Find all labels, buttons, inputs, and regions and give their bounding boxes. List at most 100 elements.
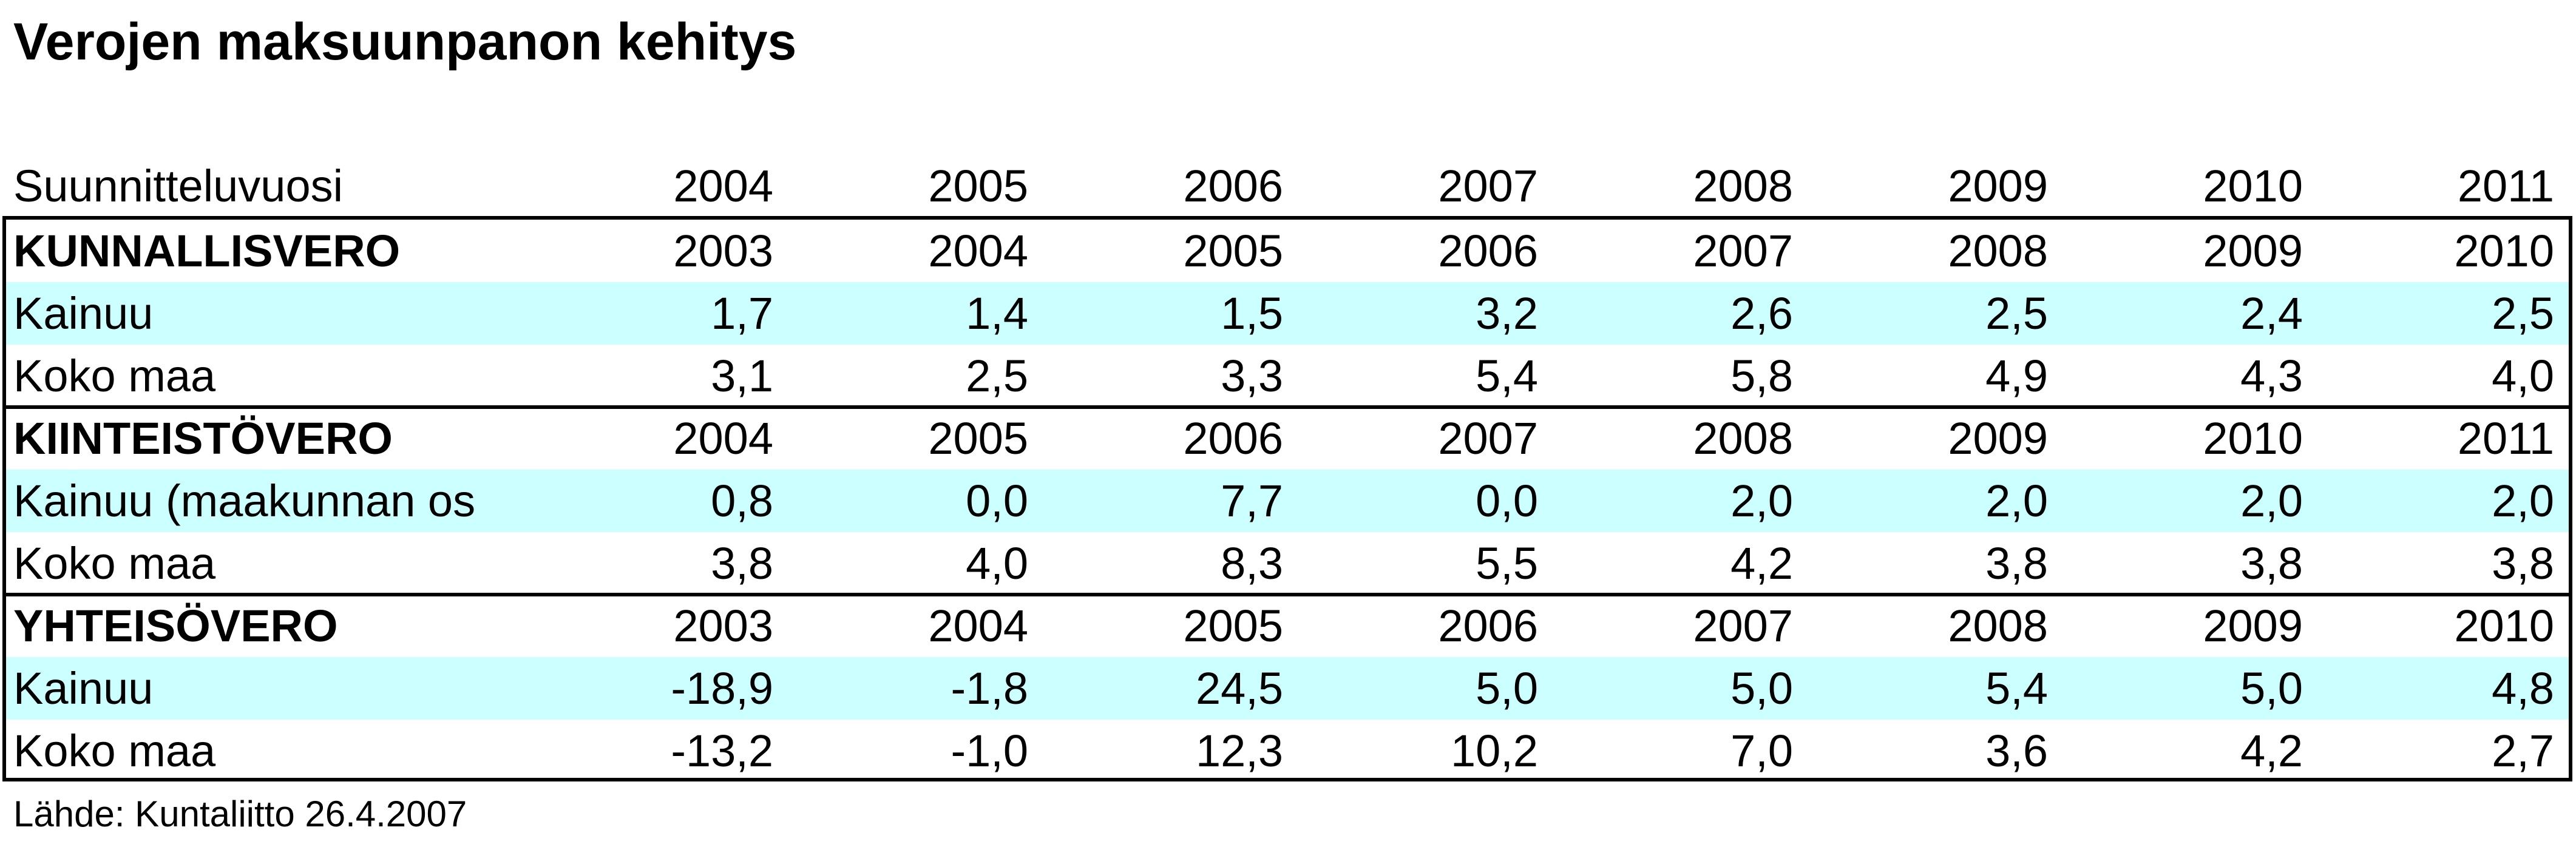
table-cell: 4,2 <box>1730 538 1793 589</box>
table-cell: 10,2 <box>1450 726 1538 776</box>
table-cell: 0,8 <box>711 476 773 526</box>
table-row: Kainuu (maakunnan os 0,8 0,0 7,7 0,0 2,0… <box>2 470 2572 532</box>
table-cell: 1,4 <box>966 288 1028 339</box>
table-cell: 3,3 <box>1221 351 1283 401</box>
table-cell: 5,0 <box>1730 663 1793 714</box>
table-cell: 3,8 <box>1985 538 2048 589</box>
table-cell: 5,8 <box>1730 351 1793 401</box>
section-title: KIINTEISTÖVERO <box>13 413 393 464</box>
row-label: Kainuu (maakunnan os <box>13 476 476 526</box>
header-year: 2006 <box>1183 160 1283 211</box>
section-year: 2007 <box>1693 226 1793 276</box>
table-cell: 2,7 <box>2492 726 2554 776</box>
section-year: 2004 <box>928 226 1028 276</box>
table-cell: 0,0 <box>1476 476 1538 526</box>
table-row: Koko maa 3,8 4,0 8,3 5,5 4,2 3,8 3,8 3,8 <box>2 532 2572 595</box>
row-label: Koko maa <box>13 726 216 776</box>
section-year: 2006 <box>1438 226 1538 276</box>
section-year: 2004 <box>928 601 1028 651</box>
table-cell: -1,8 <box>951 663 1028 714</box>
table-cell: 5,0 <box>2240 663 2303 714</box>
tax-table: KUNNALLISVERO 2003 2004 2005 2006 2007 2… <box>2 216 2572 781</box>
table-cell: 7,7 <box>1221 476 1283 526</box>
section-divider <box>2 405 2572 409</box>
table-cell: -13,2 <box>671 726 773 776</box>
section-divider <box>2 593 2572 596</box>
table-cell: 5,0 <box>1476 663 1538 714</box>
table-cell: 4,0 <box>966 538 1028 589</box>
table-cell: 5,4 <box>1476 351 1538 401</box>
table-cell: 3,2 <box>1476 288 1538 339</box>
header-year: 2004 <box>673 160 773 211</box>
table-cell: 7,0 <box>1730 726 1793 776</box>
table-cell: 2,4 <box>2240 288 2303 339</box>
header-year: 2008 <box>1693 160 1793 211</box>
section-year: 2011 <box>2457 413 2554 464</box>
table-cell: -1,0 <box>951 726 1028 776</box>
table-cell: 2,5 <box>966 351 1028 401</box>
table-cell: 3,8 <box>711 538 773 589</box>
table-row: Koko maa 3,1 2,5 3,3 5,4 5,8 4,9 4,3 4,0 <box>2 345 2572 407</box>
section-header-row: KIINTEISTÖVERO 2004 2005 2006 2007 2008 … <box>2 407 2572 470</box>
page-title: Verojen maksuunpanon kehitys <box>13 13 797 71</box>
section-year: 2007 <box>1693 601 1793 651</box>
table-cell: 0,0 <box>966 476 1028 526</box>
table-cell: 5,5 <box>1476 538 1538 589</box>
table-cell: 2,0 <box>1985 476 2048 526</box>
table-cell: 24,5 <box>1195 663 1283 714</box>
section-year: 2009 <box>1948 413 2048 464</box>
table-cell: 1,5 <box>1221 288 1283 339</box>
row-label: Koko maa <box>13 538 216 589</box>
table-cell: 4,2 <box>2240 726 2303 776</box>
section-year: 2008 <box>1948 601 2048 651</box>
table-row: Kainuu -18,9 -1,8 24,5 5,0 5,0 5,4 5,0 4… <box>2 657 2572 720</box>
table-header-row: Suunnitteluvuosi 2004 2005 2006 2007 200… <box>13 155 2563 216</box>
table-cell: 2,0 <box>1730 476 1793 526</box>
row-label: Kainuu <box>13 288 154 339</box>
header-year: 2005 <box>928 160 1028 211</box>
section-year: 2003 <box>673 601 773 651</box>
table-cell: 3,8 <box>2492 538 2554 589</box>
section-year: 2004 <box>673 413 773 464</box>
section-year: 2008 <box>1693 413 1793 464</box>
table-row: Koko maa -13,2 -1,0 12,3 10,2 7,0 3,6 4,… <box>2 720 2572 782</box>
table-cell: 4,9 <box>1985 351 2048 401</box>
table-cell: 5,4 <box>1985 663 2048 714</box>
section-year: 2010 <box>2203 413 2303 464</box>
section-year: 2009 <box>2203 601 2303 651</box>
header-year: 2007 <box>1438 160 1538 211</box>
table-cell: 2,6 <box>1730 288 1793 339</box>
table-cell: 4,3 <box>2240 351 2303 401</box>
table-cell: 2,0 <box>2240 476 2303 526</box>
table-cell: 2,5 <box>2492 288 2554 339</box>
table-cell: 1,7 <box>711 288 773 339</box>
table-cell: 2,0 <box>2492 476 2554 526</box>
header-label: Suunnitteluvuosi <box>13 160 344 211</box>
section-year: 2008 <box>1948 226 2048 276</box>
table-cell: 3,8 <box>2240 538 2303 589</box>
table-cell: 4,8 <box>2492 663 2554 714</box>
header-year: 2011 <box>2457 160 2554 211</box>
section-header-row: YHTEISÖVERO 2003 2004 2005 2006 2007 200… <box>2 595 2572 657</box>
table-cell: 2,5 <box>1985 288 2048 339</box>
table-cell: 12,3 <box>1195 726 1283 776</box>
row-label: Kainuu <box>13 663 154 714</box>
table-cell: 3,1 <box>711 351 773 401</box>
section-year: 2010 <box>2454 226 2554 276</box>
section-year: 2005 <box>1183 226 1283 276</box>
section-year: 2005 <box>928 413 1028 464</box>
section-year: 2003 <box>673 226 773 276</box>
table-row: Kainuu 1,7 1,4 1,5 3,2 2,6 2,5 2,4 2,5 <box>2 282 2572 345</box>
section-year: 2009 <box>2203 226 2303 276</box>
header-year: 2010 <box>2203 160 2303 211</box>
section-header-row: KUNNALLISVERO 2003 2004 2005 2006 2007 2… <box>2 220 2572 282</box>
table-cell: 3,6 <box>1985 726 2048 776</box>
section-title: YHTEISÖVERO <box>13 601 338 651</box>
section-year: 2006 <box>1438 601 1538 651</box>
table-cell: 8,3 <box>1221 538 1283 589</box>
table-cell: -18,9 <box>671 663 773 714</box>
source-note: Lähde: Kuntaliitto 26.4.2007 <box>13 794 467 834</box>
section-year: 2007 <box>1438 413 1538 464</box>
section-year: 2005 <box>1183 601 1283 651</box>
section-year: 2010 <box>2454 601 2554 651</box>
